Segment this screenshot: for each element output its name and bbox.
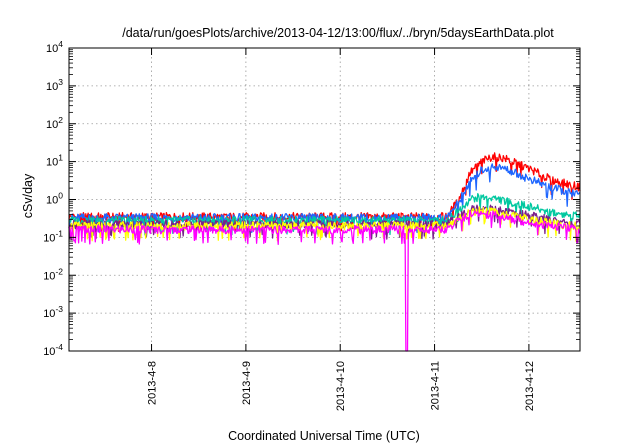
y-tick-exponent: -2 — [55, 266, 63, 276]
grid — [69, 48, 580, 351]
y-tick-label: 101 — [46, 153, 63, 169]
y-tick-exponent: 1 — [58, 153, 63, 163]
plot-frame — [68, 47, 581, 352]
y-tick-base: 10 — [46, 157, 58, 169]
y-tick-base: 10 — [46, 43, 58, 55]
y-tick-exponent: 2 — [58, 115, 63, 125]
y-tick-exponent: 0 — [58, 191, 63, 201]
x-tick-label: 2013-4-10 — [335, 361, 347, 411]
y-tick-label: 102 — [46, 115, 63, 131]
y-tick-label: 103 — [46, 77, 63, 93]
y-tick-base: 10 — [43, 346, 55, 358]
y-tick-label: 100 — [46, 191, 63, 207]
x-tick-label: 2013-4-12 — [524, 361, 536, 411]
y-tick-base: 10 — [46, 119, 58, 131]
y-tick-exponent: -1 — [55, 228, 63, 238]
y-tick-base: 10 — [43, 308, 55, 320]
y-tick-exponent: 4 — [58, 39, 63, 49]
y-tick-base: 10 — [46, 195, 58, 207]
y-tick-base: 10 — [46, 81, 58, 93]
series-line-6 — [68, 209, 581, 352]
y-tick-exponent: -4 — [55, 342, 63, 352]
x-axis-label: Coordinated Universal Time (UTC) — [228, 429, 420, 443]
x-tick-label: 2013-4-11 — [430, 361, 442, 410]
x-tick-label: 2013-4-8 — [147, 361, 159, 405]
y-axis-label: cSv/day — [21, 173, 35, 218]
y-tick-label: 10-2 — [43, 266, 63, 282]
y-tick-label: 104 — [46, 39, 63, 55]
data-series — [68, 152, 581, 352]
chart-title: /data/run/goesPlots/archive/2013-04-12/1… — [122, 26, 554, 40]
y-tick-exponent: -3 — [55, 304, 63, 314]
y-tick-base: 10 — [43, 270, 55, 282]
y-tick-base: 10 — [43, 232, 55, 244]
y-tick-label: 10-3 — [43, 304, 63, 320]
y-tick-label: 10-1 — [43, 228, 63, 244]
x-tick-label: 2013-4-9 — [241, 361, 253, 405]
y-tick-exponent: 3 — [58, 77, 63, 87]
series-line-3 — [68, 192, 581, 236]
y-tick-label: 10-4 — [43, 342, 63, 358]
